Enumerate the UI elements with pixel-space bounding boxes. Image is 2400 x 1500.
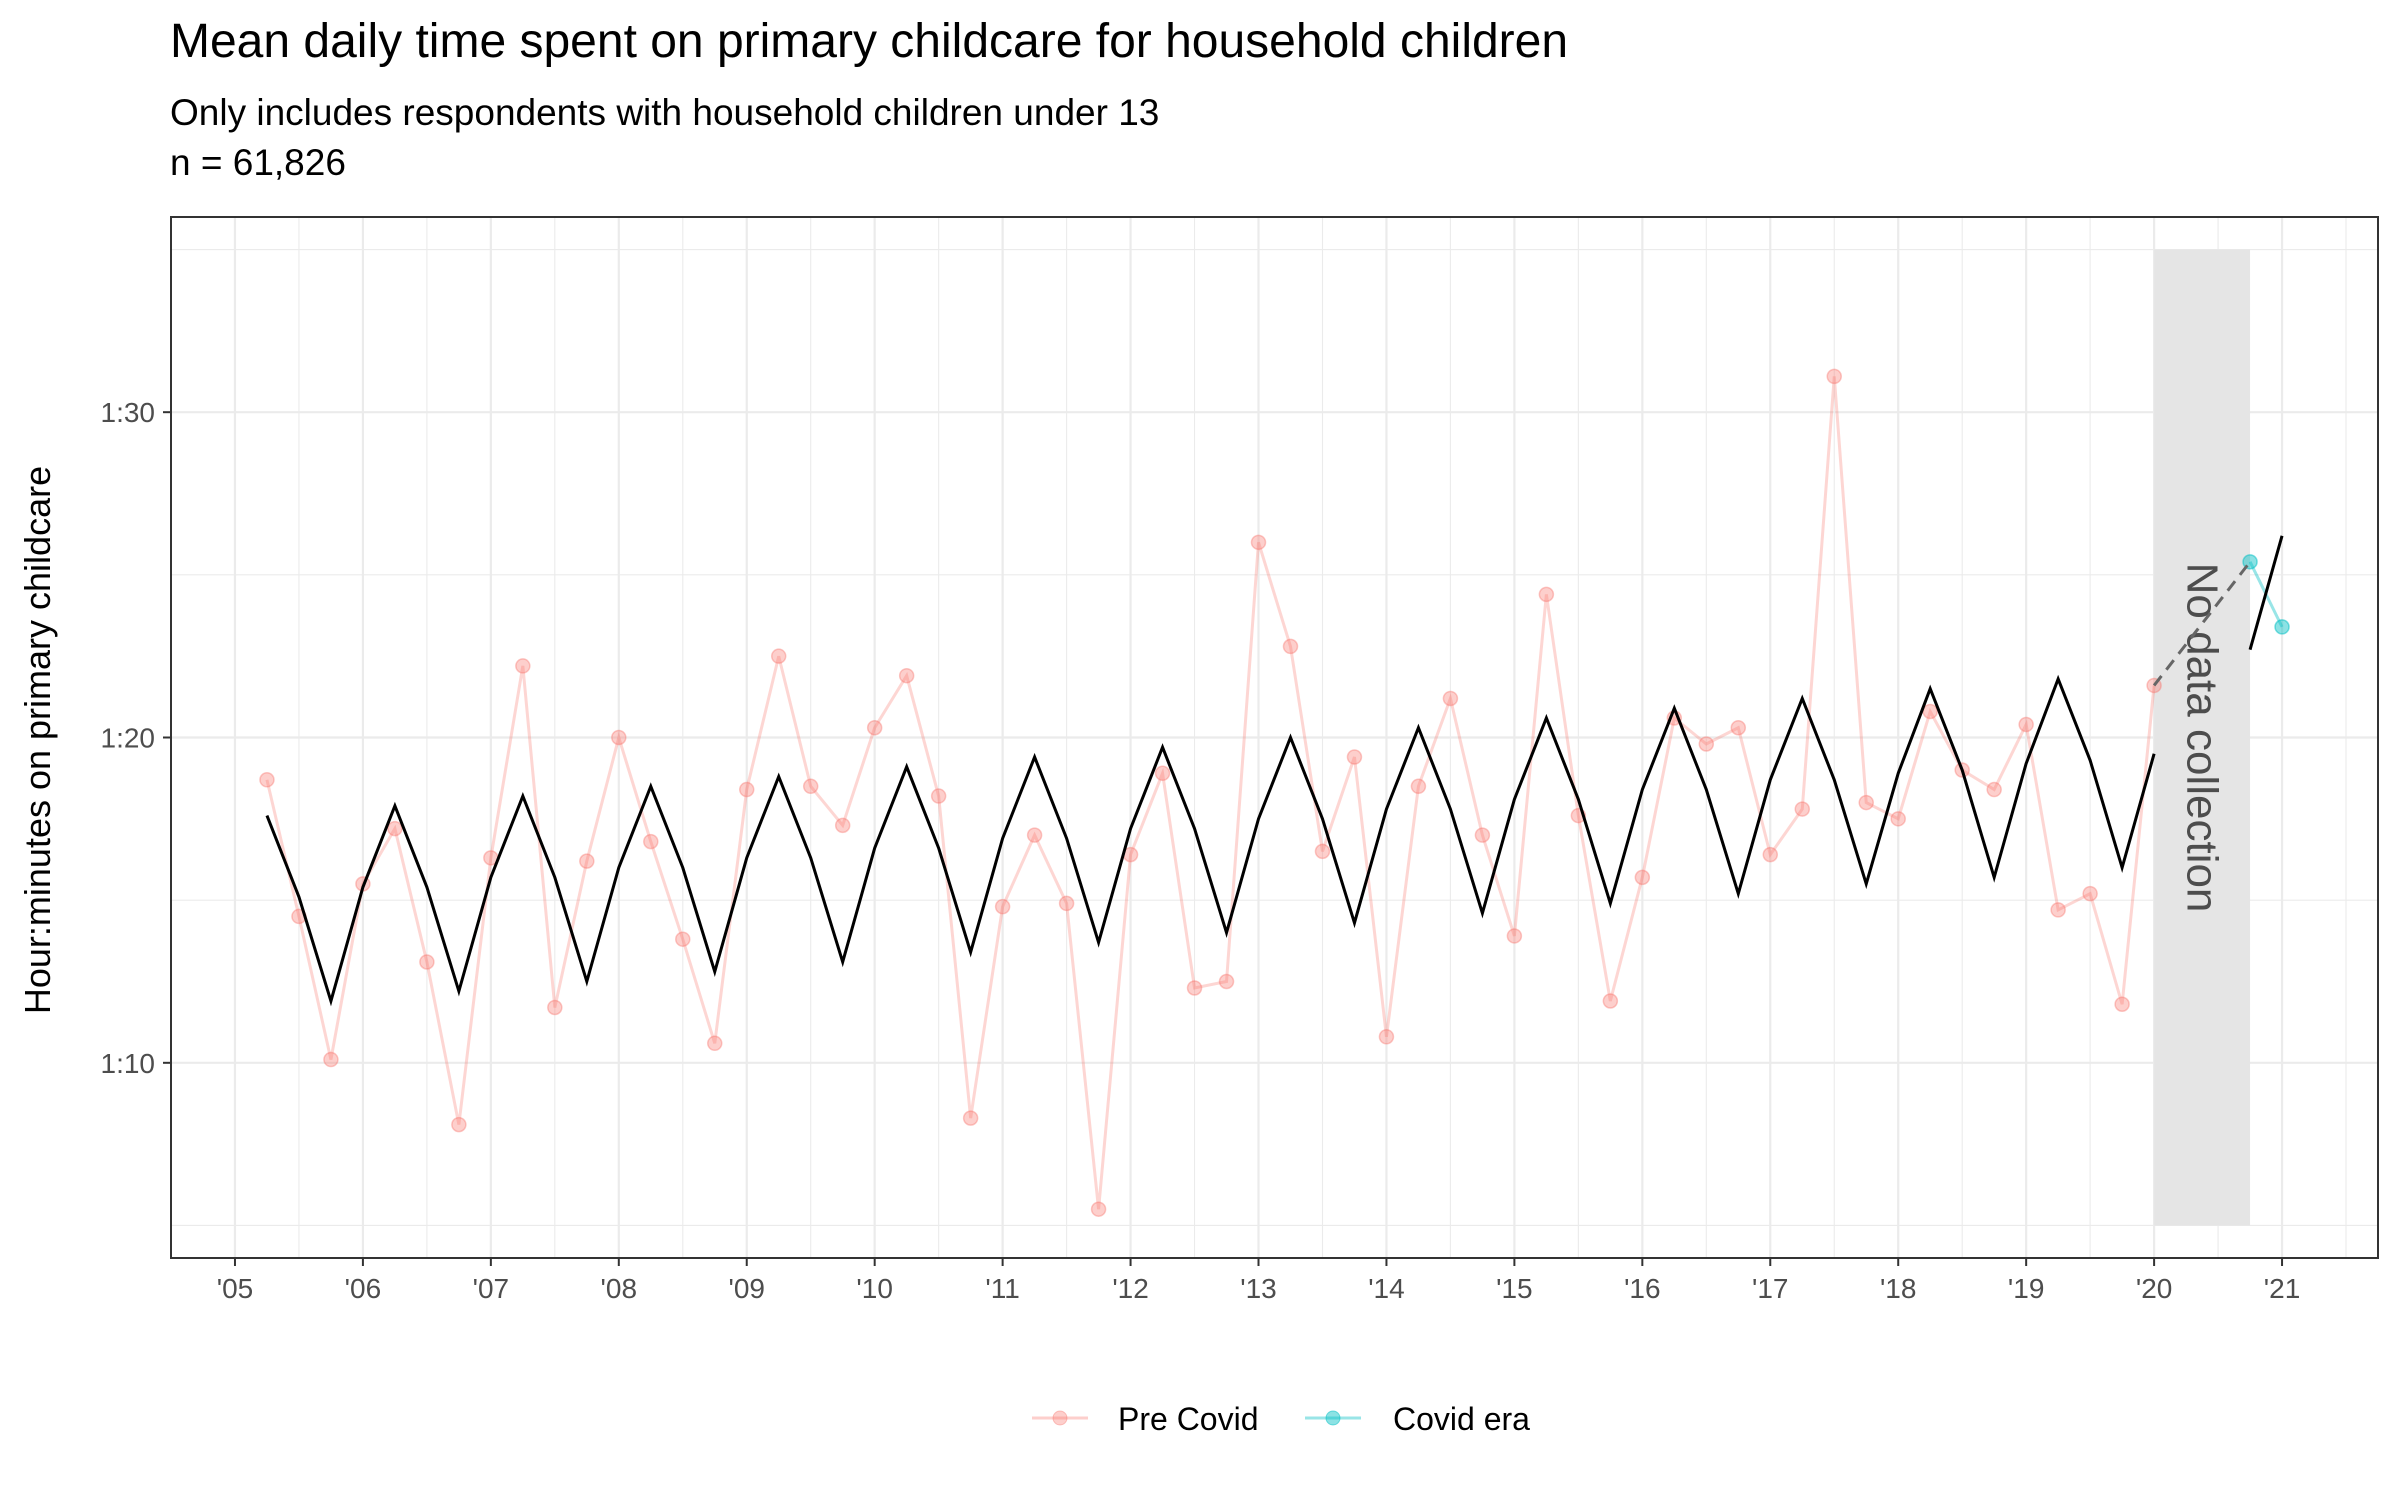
y-tick-label: 1:30 xyxy=(101,397,156,428)
x-tick-label: '20 xyxy=(2136,1273,2173,1304)
y-tick-label: 1:10 xyxy=(101,1048,156,1079)
point-pre-covid xyxy=(1218,973,1235,990)
point-covid-era xyxy=(2274,619,2290,635)
chart-sample-size: n = 61,826 xyxy=(170,142,346,183)
axes: '05 '06 '07 '08 '09 '10 '11 '12 '13 '14 '15 '16 '17 '… xyxy=(101,397,2301,1304)
chart-title: Mean daily time spent on primary childca… xyxy=(170,15,1569,68)
x-tick-label: '15 xyxy=(1496,1273,1533,1304)
point-pre-covid xyxy=(898,667,915,684)
no-data-band: No data collection xyxy=(2154,249,2251,1226)
point-pre-covid xyxy=(1762,846,1779,863)
x-tick-label: '19 xyxy=(2008,1273,2045,1304)
point-pre-covid xyxy=(387,820,403,837)
x-tick-label: '10 xyxy=(856,1273,893,1304)
point-pre-covid xyxy=(1474,827,1491,843)
fitted-line-pre-covid xyxy=(265,674,2156,1007)
point-pre-covid xyxy=(675,931,691,947)
x-tick-label: '21 xyxy=(2264,1273,2301,1304)
point-pre-covid xyxy=(323,1051,339,1068)
point-pre-covid xyxy=(1346,749,1363,765)
no-data-annotation: No data collection xyxy=(2178,563,2227,913)
x-tick-label: '06 xyxy=(345,1273,382,1304)
point-pre-covid xyxy=(1250,534,1267,551)
legend-point-covid-era xyxy=(1325,1410,1341,1426)
x-tick-label: '11 xyxy=(985,1273,1019,1304)
point-pre-covid xyxy=(707,1035,723,1052)
point-pre-covid xyxy=(994,898,1011,915)
point-pre-covid xyxy=(1698,736,1715,752)
x-tick-label: '14 xyxy=(1368,1273,1405,1304)
point-pre-covid xyxy=(2114,996,2130,1013)
point-pre-covid xyxy=(1890,811,1906,827)
point-pre-covid xyxy=(1602,993,1619,1009)
x-tick-label: '13 xyxy=(1240,1273,1277,1304)
series-line-pre-covid xyxy=(265,376,2156,1210)
point-pre-covid xyxy=(1090,1201,1107,1217)
point-pre-covid xyxy=(1826,368,1842,385)
point-pre-covid xyxy=(1314,843,1331,860)
point-pre-covid xyxy=(1442,690,1459,707)
legend: Pre Covid Covid era xyxy=(1032,1401,1530,1437)
point-pre-covid xyxy=(1858,794,1874,811)
point-pre-covid xyxy=(451,1116,467,1133)
point-pre-covid xyxy=(259,772,275,788)
x-tick-label: '05 xyxy=(217,1273,254,1304)
x-tick-label: '07 xyxy=(473,1273,510,1304)
point-pre-covid xyxy=(1154,765,1171,782)
point-pre-covid xyxy=(579,853,595,869)
point-pre-covid xyxy=(1922,703,1938,720)
legend-label-covid-era: Covid era xyxy=(1393,1401,1530,1437)
point-pre-covid xyxy=(1986,781,2002,798)
point-pre-covid xyxy=(419,954,435,970)
x-tick-label: '09 xyxy=(728,1273,765,1304)
gap-connector-line xyxy=(2152,560,2252,687)
point-pre-covid xyxy=(1634,869,1651,886)
fitted-line-covid-era xyxy=(2248,535,2284,651)
point-pre-covid xyxy=(1378,1029,1395,1045)
x-tick-label: '08 xyxy=(601,1273,638,1304)
point-pre-covid xyxy=(1794,801,1811,817)
point-pre-covid xyxy=(1730,719,1747,736)
point-pre-covid xyxy=(1506,928,1523,944)
point-pre-covid xyxy=(738,781,755,798)
legend-point-pre-covid xyxy=(1052,1410,1068,1426)
chart-subtitle: Only includes respondents with household… xyxy=(170,92,1160,133)
point-pre-covid xyxy=(643,833,659,850)
point-pre-covid xyxy=(802,778,819,795)
legend-item-covid-era: Covid era xyxy=(1305,1401,1530,1437)
point-pre-covid xyxy=(515,658,531,674)
y-axis-label: Hour:minutes on primary childcare xyxy=(17,466,58,1014)
no-data-rect xyxy=(2154,249,2251,1226)
point-pre-covid xyxy=(962,1110,979,1126)
point-pre-covid xyxy=(611,729,627,746)
x-tick-label: '18 xyxy=(1880,1273,1917,1304)
point-pre-covid xyxy=(1058,895,1075,912)
point-pre-covid xyxy=(1026,827,1043,843)
point-pre-covid xyxy=(2018,716,2034,733)
legend-item-pre-covid: Pre Covid xyxy=(1032,1401,1259,1437)
y-tick-label: 1:20 xyxy=(101,723,156,754)
point-pre-covid xyxy=(770,648,787,664)
legend-label-pre-covid: Pre Covid xyxy=(1118,1401,1259,1437)
x-tick-label: '16 xyxy=(1624,1273,1661,1304)
point-pre-covid xyxy=(1410,778,1427,795)
series xyxy=(259,368,2290,1217)
point-pre-covid xyxy=(930,788,947,804)
x-tick-label: '12 xyxy=(1112,1273,1149,1304)
grid xyxy=(171,217,2378,1258)
point-pre-covid xyxy=(1282,638,1299,655)
point-pre-covid xyxy=(2050,902,2066,918)
point-pre-covid xyxy=(866,719,883,736)
point-pre-covid xyxy=(1186,980,1203,996)
point-pre-covid xyxy=(834,817,851,834)
point-pre-covid xyxy=(1538,586,1555,603)
point-pre-covid xyxy=(547,999,563,1016)
x-tick-label: '17 xyxy=(1752,1273,1789,1304)
point-pre-covid xyxy=(2082,885,2098,902)
